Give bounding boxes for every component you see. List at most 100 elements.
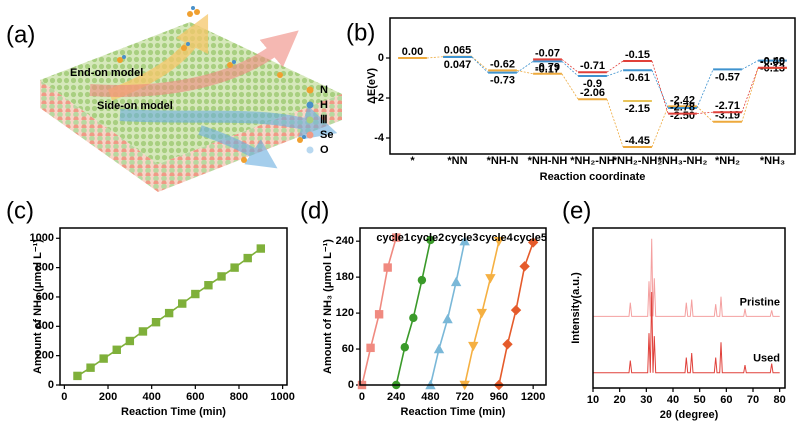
legend-marker <box>306 146 314 154</box>
x-tick-label: *NH₂-NH <box>570 155 615 167</box>
x-axis-label: Reaction Time (min) <box>401 406 506 418</box>
x-tick-label: * <box>410 155 415 167</box>
x-tick-label: 400 <box>142 391 160 403</box>
marker <box>442 313 453 324</box>
y-tick-label: 0 <box>48 379 54 391</box>
x-tick-label: 80 <box>774 394 786 406</box>
x-tick-label: 960 <box>490 391 508 403</box>
series-line <box>593 238 780 317</box>
x-tick-label: 0 <box>359 391 365 403</box>
value-label: -2.78 <box>670 102 695 114</box>
connector <box>561 61 579 77</box>
marker <box>138 327 148 336</box>
value-label: -0.62 <box>490 58 515 70</box>
molecules <box>122 6 306 139</box>
connector <box>561 73 579 100</box>
connector <box>516 70 534 75</box>
marker <box>409 313 418 323</box>
arrow <box>198 125 278 169</box>
marker <box>527 237 539 248</box>
value-label: -0.71 <box>580 60 605 72</box>
marker <box>519 261 530 272</box>
y-tick-label: 200 <box>36 350 54 362</box>
slab-top <box>40 22 342 164</box>
value-label: -2.06 <box>580 87 605 99</box>
connector <box>741 60 759 70</box>
value-label: -2.71 <box>715 100 740 112</box>
marker <box>191 289 200 299</box>
marker <box>450 276 462 287</box>
marker <box>125 336 135 346</box>
x-tick-label: 30 <box>640 394 652 406</box>
series-label: cycle1 <box>376 232 410 244</box>
x-tick-label: *NN <box>447 155 467 167</box>
x-tick-label: 720 <box>456 391 474 403</box>
value-label: -0.07 <box>535 47 560 59</box>
legend-marker <box>306 101 314 109</box>
connector <box>606 99 624 148</box>
x-tick-label: 240 <box>387 391 405 403</box>
x-tick-label: 800 <box>230 391 248 403</box>
connector <box>696 106 714 123</box>
marker <box>243 253 252 263</box>
x-tick-label: 20 <box>614 394 626 406</box>
series-label: cycle2 <box>411 232 445 244</box>
panel-label: (b) <box>346 19 375 46</box>
value-label: -0.73 <box>490 75 515 87</box>
x-tick-label: 0 <box>61 391 67 403</box>
x-tick-label: 50 <box>694 394 706 406</box>
plot-frame <box>359 227 547 386</box>
marker <box>426 235 435 245</box>
x-tick-label: 70 <box>747 394 759 406</box>
marker <box>392 233 401 242</box>
y-axis-label: Intensity(a.u.) <box>570 272 582 344</box>
connector <box>471 56 489 73</box>
x-tick-label: *NH₃ <box>760 155 785 167</box>
marker <box>99 354 108 363</box>
value-label: -0.9 <box>583 78 602 90</box>
y-axis-label: Amount of NH₃ (μmol L⁻¹) <box>32 239 44 374</box>
marker <box>459 235 470 246</box>
legend-marker <box>306 116 314 124</box>
marker <box>493 236 505 247</box>
marker <box>217 272 226 281</box>
connector <box>741 67 759 113</box>
arrow <box>89 30 299 97</box>
y-tick-label: 120 <box>336 307 354 319</box>
connector <box>651 60 669 114</box>
marker <box>178 299 187 308</box>
plot-frame <box>592 227 786 389</box>
marker <box>374 310 384 319</box>
y-tick-label: -4 <box>374 132 385 144</box>
x-tick-label: 600 <box>186 391 204 403</box>
value-label: 0.047 <box>444 59 472 71</box>
y-tick-label: 600 <box>36 291 54 303</box>
value-label: 0.065 <box>444 45 472 57</box>
y-tick-label: 240 <box>336 235 354 247</box>
value-label: -4.45 <box>625 135 650 147</box>
marker <box>400 343 409 352</box>
series-line <box>593 291 780 374</box>
x-tick-label: *NH₃-NH₂ <box>658 155 708 167</box>
legend-marker <box>306 131 314 139</box>
illustration <box>40 6 342 192</box>
series-label: cycle4 <box>479 232 514 244</box>
molecules <box>117 9 303 163</box>
value-label: -0.50 <box>760 56 785 68</box>
value-label: -2.15 <box>625 103 650 115</box>
series-label: Pristine <box>740 296 780 308</box>
series-label: Used <box>753 353 780 365</box>
slab-side <box>40 80 158 192</box>
value-label: -0.15 <box>625 49 650 61</box>
marker <box>230 263 239 272</box>
plot-frame <box>389 17 796 155</box>
y-tick-label: 1000 <box>30 232 54 244</box>
x-axis-label: Reaction Time (min) <box>121 406 226 418</box>
legend-label: Ⅲ <box>320 114 328 126</box>
x-tick-label: 60 <box>720 394 732 406</box>
x-tick-label: 200 <box>99 391 117 403</box>
panel-label: (c) <box>6 197 34 224</box>
y-axis-label: Amount of NH₃ (μmol L⁻¹) <box>322 239 334 374</box>
value-label: -0.49 <box>760 56 785 68</box>
marker <box>417 275 427 285</box>
